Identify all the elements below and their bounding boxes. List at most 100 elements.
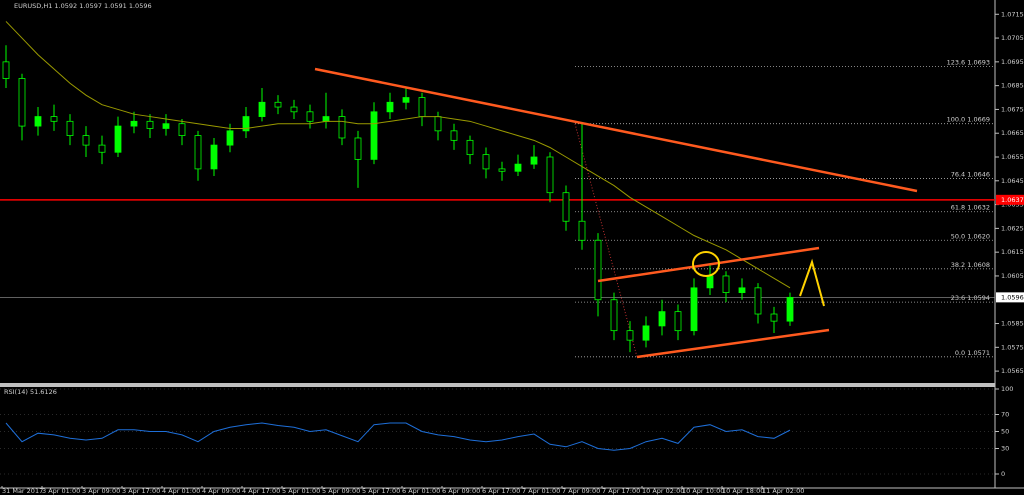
fib-price-label: 1.0693 [967, 59, 990, 67]
candle-body [2, 61, 10, 79]
fib-level-label: 50.0 [951, 232, 965, 240]
rsi-tick-label: 30 [1001, 445, 1009, 453]
time-label: 10 Apr 02:00 [642, 487, 684, 495]
y-tick-label: 1.0625 [1001, 224, 1024, 232]
trendline [314, 67, 918, 193]
fib-price-label: 1.0620 [967, 232, 990, 240]
time-label: 31 Mar 2017 [2, 487, 43, 495]
y-tick-label: 1.0575 [1001, 343, 1024, 351]
candle-body [386, 101, 394, 113]
candle-body [162, 123, 170, 129]
fib-level-label: 0.0 [955, 349, 965, 357]
candle-body [226, 130, 234, 146]
time-label: 10 Apr 18:00 [722, 487, 764, 495]
candle-body [754, 287, 762, 315]
candle-body [338, 116, 346, 139]
fib-price-label: 1.0632 [967, 204, 990, 212]
fib-price-label: 1.0594 [967, 294, 990, 302]
fib-label: 100.0 1.0669 [947, 116, 990, 124]
fib-price-label: 1.0646 [967, 170, 990, 178]
y-tick-label: 1.0655 [1001, 153, 1024, 161]
candle-body [514, 163, 522, 172]
panel-separator [0, 383, 995, 387]
candle-body [562, 192, 570, 222]
y-tick-label: 1.0715 [1001, 10, 1024, 18]
candle-body [50, 116, 58, 122]
fib-level-label: 100.0 [947, 116, 966, 124]
candle-body [370, 111, 378, 160]
candle-body [482, 154, 490, 170]
candle-body [194, 135, 202, 170]
rsi-tick-label: 50 [1001, 428, 1009, 436]
moving-average [5, 21, 791, 289]
fib-label: 123.6 1.0693 [947, 59, 990, 67]
candle-body [402, 97, 410, 103]
current-price-label: 1.0596 [1001, 293, 1024, 301]
rsi-tick-label: 100 [1001, 385, 1013, 393]
y-tick-label: 1.0645 [1001, 177, 1024, 185]
candle-body [706, 275, 714, 289]
time-label: 5 Apr 01:00 [282, 487, 320, 495]
candle-body [354, 137, 362, 160]
y-tick-label: 1.0565 [1001, 367, 1024, 375]
candle-body [178, 123, 186, 136]
time-label: 3 Apr 17:00 [122, 487, 160, 495]
fib-level-label: 61.8 [951, 204, 965, 212]
current-price-box [996, 292, 1024, 303]
candle-body [466, 139, 474, 156]
candle-body [322, 116, 330, 122]
time-label: 10 Apr 10:00 [682, 487, 724, 495]
candle-body [98, 144, 106, 153]
y-tick-label: 1.0685 [1001, 82, 1024, 90]
candle-body [738, 287, 746, 294]
candle-body [722, 275, 730, 294]
candle-body [418, 97, 426, 117]
channel-lower [636, 328, 830, 359]
fib-trend [574, 123, 638, 357]
time-label: 4 Apr 17:00 [242, 487, 280, 495]
candle-body [146, 120, 154, 129]
projection-arrow [799, 258, 825, 307]
candle-body [530, 156, 538, 165]
fib-label: 76.4 1.0646 [951, 170, 990, 178]
support-label: 1.0637 [1001, 196, 1024, 204]
fib-level-label: 123.6 [947, 59, 966, 67]
candle-body [306, 111, 314, 122]
candle-body [578, 220, 586, 241]
candle-body [658, 311, 666, 327]
candle-body [274, 101, 282, 108]
candle-body [210, 144, 218, 170]
fib-price-label: 1.0571 [967, 349, 990, 357]
candle-body [18, 78, 26, 127]
candle-body [290, 106, 298, 113]
candle-body [450, 130, 458, 141]
time-label: 7 Apr 17:00 [602, 487, 640, 495]
time-label: 5 Apr 09:00 [322, 487, 360, 495]
rsi-tick-label: 70 [1001, 411, 1009, 419]
y-tick-label: 1.0675 [1001, 105, 1024, 113]
time-label: 3 Apr 01:00 [42, 487, 80, 495]
candle-body [626, 330, 634, 341]
rsi-tick-label: 0 [1001, 470, 1005, 478]
time-label: 6 Apr 01:00 [402, 487, 440, 495]
candle-body [66, 120, 74, 136]
candle-body [114, 125, 122, 153]
candle-body [642, 325, 650, 341]
fib-label: 50.0 1.0620 [951, 232, 990, 240]
time-label: 6 Apr 17:00 [482, 487, 520, 495]
candle-body [610, 299, 618, 332]
fib-label: 61.8 1.0632 [951, 204, 990, 212]
time-label: 7 Apr 09:00 [562, 487, 600, 495]
y-tick-label: 1.0665 [1001, 129, 1024, 137]
fib-label: 0.0 1.0571 [955, 349, 990, 357]
time-label: 7 Apr 01:00 [522, 487, 560, 495]
candle-body [130, 120, 138, 127]
y-tick-label: 1.0615 [1001, 248, 1024, 256]
y-tick-label: 1.0585 [1001, 320, 1024, 328]
candle-body [34, 116, 42, 127]
candle-body [546, 156, 554, 194]
candle-body [498, 168, 506, 172]
y-tick-label: 1.0695 [1001, 58, 1024, 66]
